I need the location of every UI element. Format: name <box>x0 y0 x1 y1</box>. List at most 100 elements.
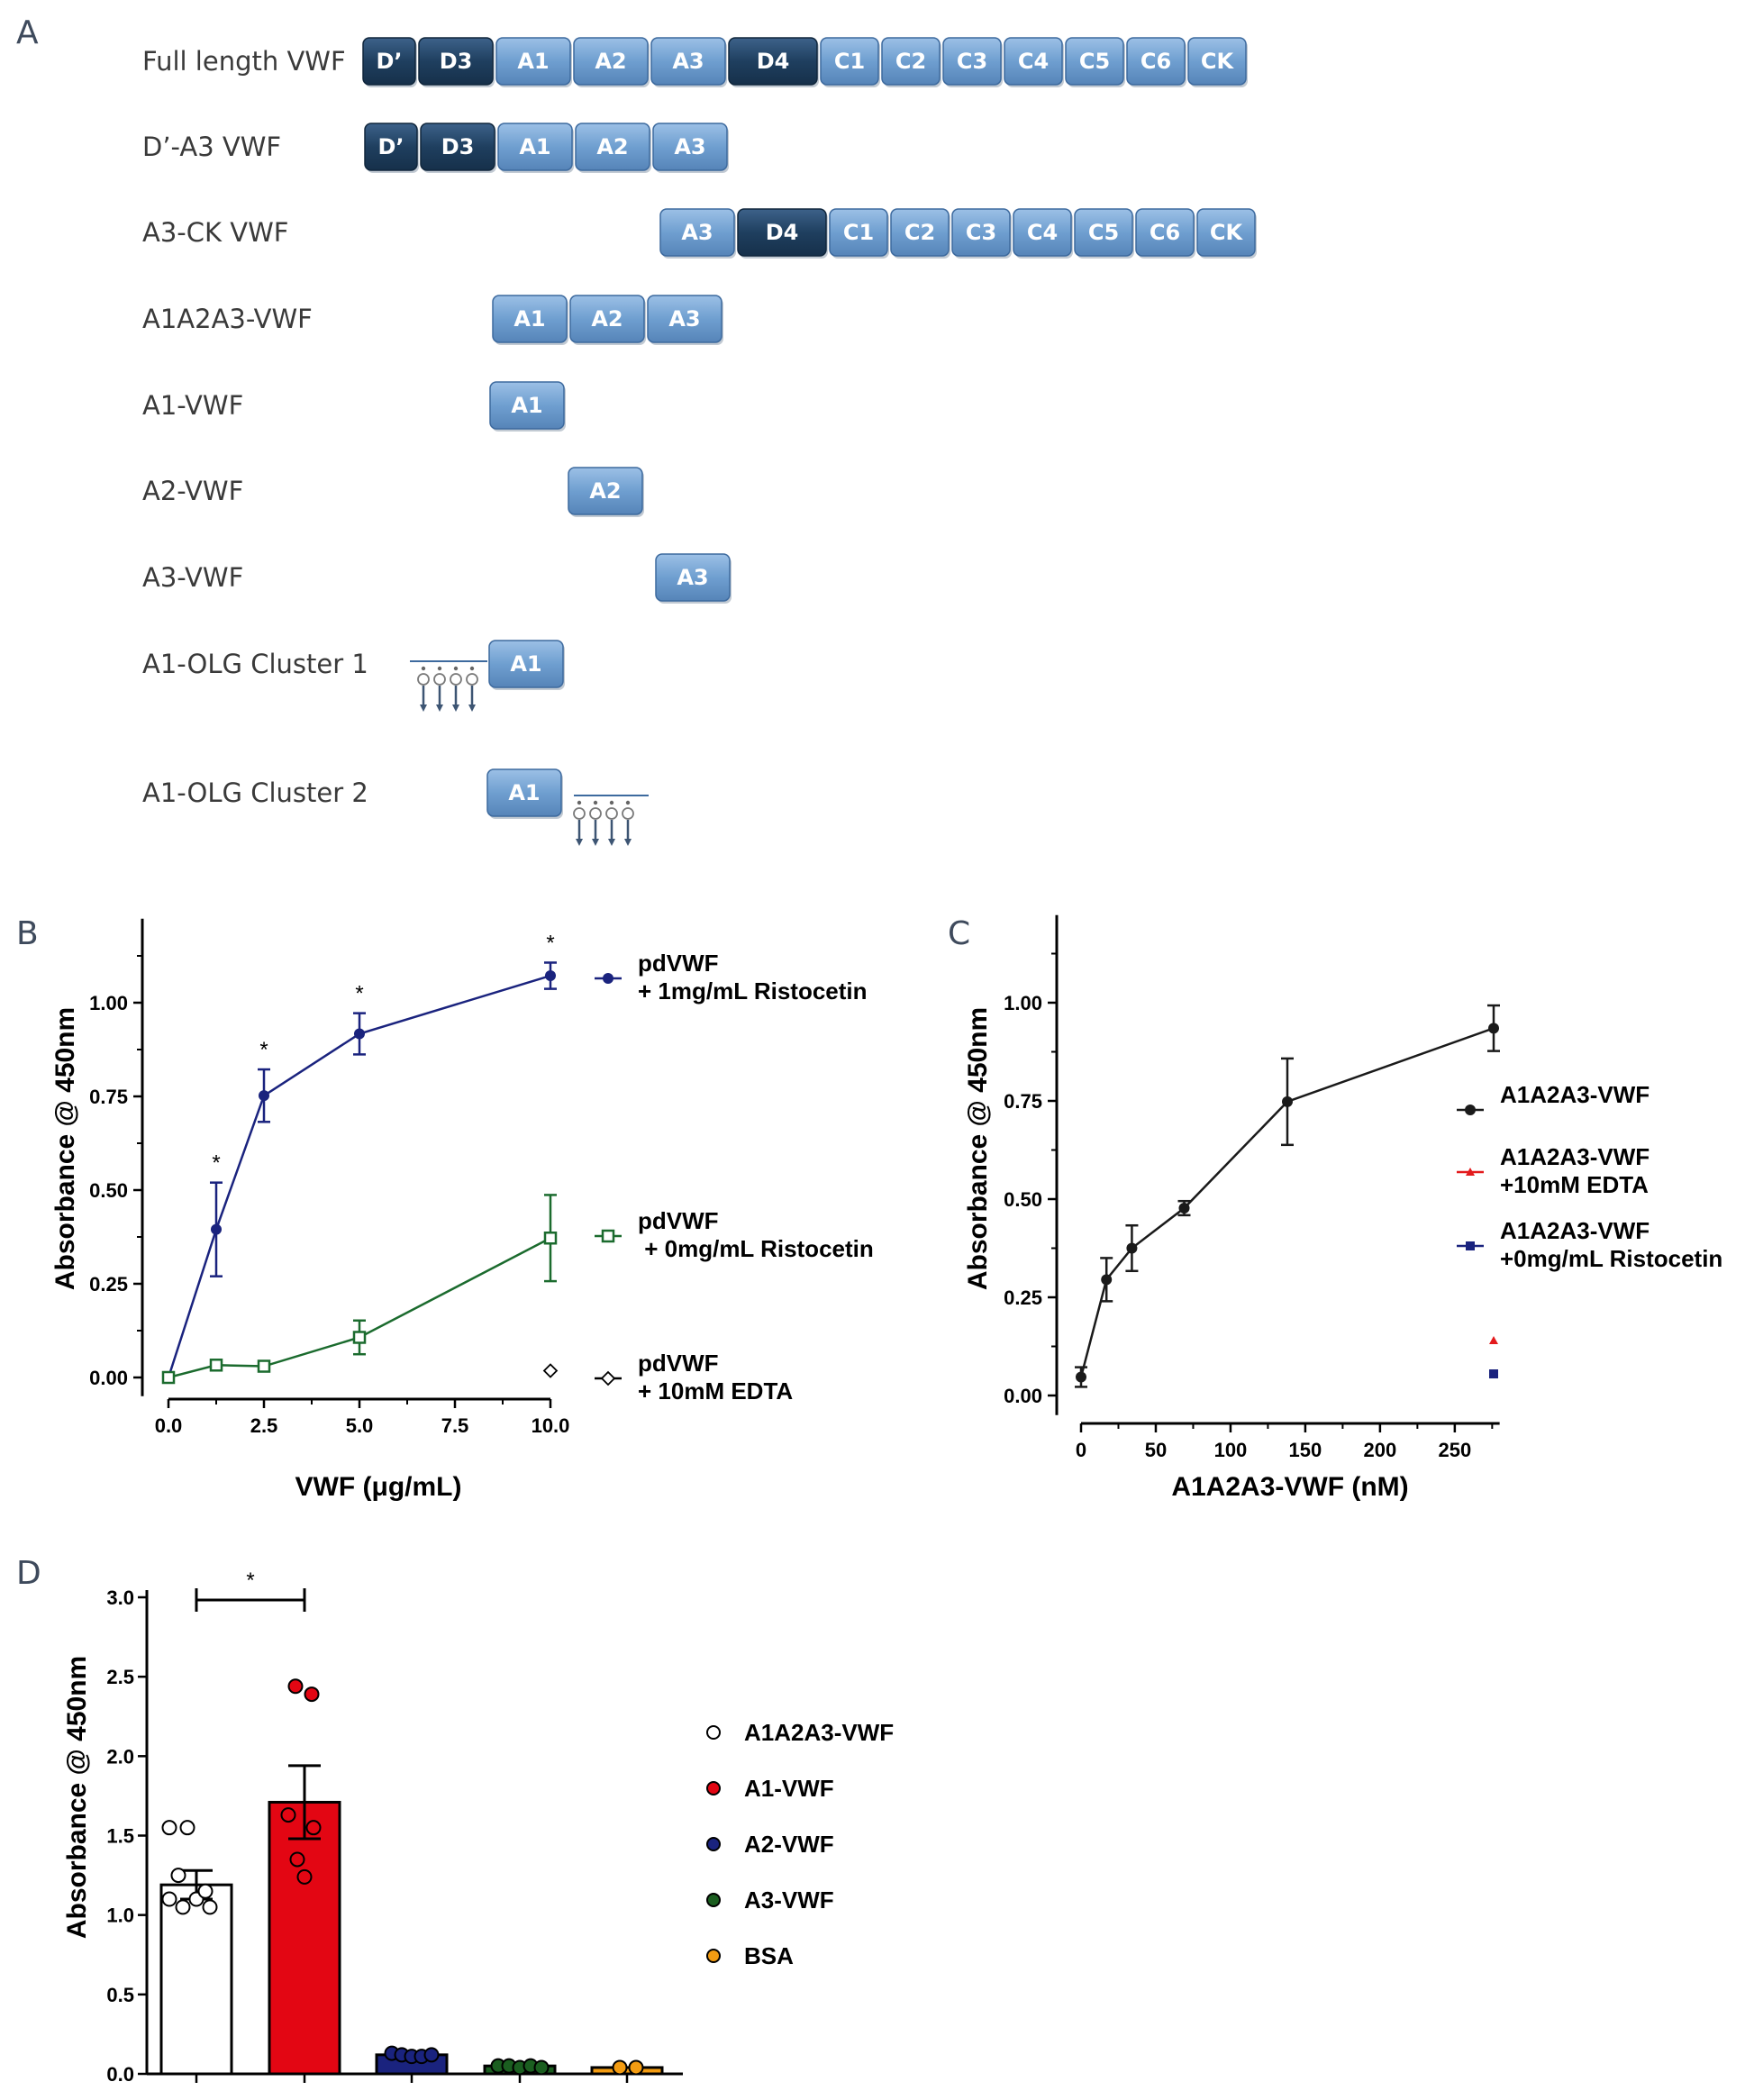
glycan-ring <box>622 807 634 820</box>
data-point <box>305 1820 322 1836</box>
domain-block <box>650 37 726 86</box>
glycan-arrow <box>592 839 599 846</box>
y-tick-label: 2.5 <box>106 1666 134 1688</box>
domain-block <box>951 208 1011 257</box>
domain-block <box>881 37 941 86</box>
data-point <box>161 1891 177 1907</box>
domain-block <box>362 37 416 86</box>
chart-c: Absorbance @ 450nm A1A2A3-VWF (nM) 0.00 0… <box>963 914 1722 1502</box>
y-tick-label: 3.0 <box>106 1586 134 1609</box>
y-tick-label: 0.25 <box>89 1273 128 1295</box>
data-point <box>287 1678 304 1695</box>
glycan-ring <box>589 807 602 820</box>
row-label: A1-OLG Cluster 1 <box>142 649 368 679</box>
domain-block <box>1126 37 1186 86</box>
significance-star: * <box>212 1151 220 1176</box>
data-point <box>542 1363 559 1378</box>
glycan-arrow <box>420 705 427 712</box>
row-label: D’-A3 VWF <box>142 132 281 162</box>
data-point <box>423 2047 440 2063</box>
domain-label: A2 <box>589 478 621 504</box>
row-label: A1A2A3-VWF <box>142 304 313 334</box>
data-point <box>296 1868 313 1885</box>
glycan-arrow <box>452 705 459 712</box>
domain-label: A2 <box>595 49 626 74</box>
row-label: A1-OLG Cluster 2 <box>142 777 368 808</box>
bar <box>268 1800 341 2076</box>
domain-block <box>364 123 418 171</box>
legend-marker <box>706 1725 721 1740</box>
legend-label: A1-VWF <box>744 1775 834 1802</box>
legend-label: A3-VWF <box>744 1886 834 1914</box>
legend-marker <box>1466 1241 1475 1250</box>
domain-label: C5 <box>1088 220 1119 245</box>
domain-label: A2 <box>596 134 628 159</box>
domain-block <box>647 295 723 343</box>
data-point <box>175 1899 191 1915</box>
y-tick-label: 1.00 <box>1004 992 1042 1014</box>
legend-label: A1A2A3-VWF <box>744 1719 894 1746</box>
domain-label: C3 <box>957 49 987 74</box>
domain-block <box>486 768 562 817</box>
x-tick-label: 0.0 <box>155 1414 183 1437</box>
data-point <box>543 1231 558 1245</box>
domain-block <box>568 467 643 515</box>
glycan-arrow <box>468 705 476 712</box>
significance-star: * <box>546 931 554 955</box>
data-point <box>1101 1274 1113 1286</box>
glycan-arrow <box>608 839 615 846</box>
data-point <box>209 1359 223 1372</box>
legend-marker <box>706 1893 721 1907</box>
data-point <box>179 1820 195 1836</box>
data-point <box>289 1851 305 1868</box>
y-tick-label: 0.5 <box>106 1984 134 2006</box>
domain-label: A3 <box>672 49 704 74</box>
glycan-dot <box>577 800 582 805</box>
domain-block <box>573 37 649 86</box>
row-label: A2-VWF <box>142 476 243 506</box>
x-tick-label: 150 <box>1289 1439 1322 1461</box>
series-line <box>168 1237 551 1379</box>
legend-marker <box>603 973 613 984</box>
glycan-arrow <box>436 705 443 712</box>
panel-letter-c: C <box>948 915 970 952</box>
domain-block <box>890 208 950 257</box>
significance-star: * <box>355 982 363 1006</box>
data-point <box>259 1090 269 1102</box>
domain-label: CK <box>1210 220 1244 245</box>
domain-label: A1 <box>519 134 550 159</box>
domain-block <box>659 208 735 257</box>
x-tick-label: 50 <box>1145 1439 1167 1461</box>
domain-label: D’ <box>377 134 404 159</box>
x-tick-label: 250 <box>1438 1439 1471 1461</box>
domain-label: C3 <box>966 220 996 245</box>
domain-label: C4 <box>1027 220 1058 245</box>
domain-block <box>829 208 888 257</box>
domain-label: C6 <box>1141 49 1171 74</box>
data-point <box>202 1899 218 1915</box>
row-label: A1-VWF <box>142 390 243 421</box>
x-tick-label: 100 <box>1214 1439 1248 1461</box>
domain-block <box>569 295 645 343</box>
domain-block <box>492 295 568 343</box>
x-tick-label: 200 <box>1364 1439 1397 1461</box>
data-point <box>545 970 556 982</box>
data-point <box>211 1223 222 1235</box>
domain-label: D4 <box>757 49 790 74</box>
domain-block <box>1065 37 1124 86</box>
row-label: Full length VWF <box>142 46 346 77</box>
domain-block <box>418 37 494 86</box>
panel-letter-a: A <box>16 14 39 51</box>
legend-label: pdVWF + 0mg/mL Ristocetin <box>638 1207 874 1262</box>
domain-block <box>489 381 565 430</box>
domain-label: C1 <box>834 49 865 74</box>
glycan-arrow <box>576 839 583 846</box>
data-point <box>1282 1095 1293 1107</box>
chart-b-xlabel: VWF (μg/mL) <box>295 1472 462 1502</box>
data-point <box>352 1331 367 1344</box>
domain-label: A2 <box>591 306 623 332</box>
domain-label: C2 <box>895 49 926 74</box>
glycan-ring <box>417 673 430 686</box>
domain-label: D4 <box>766 220 799 245</box>
